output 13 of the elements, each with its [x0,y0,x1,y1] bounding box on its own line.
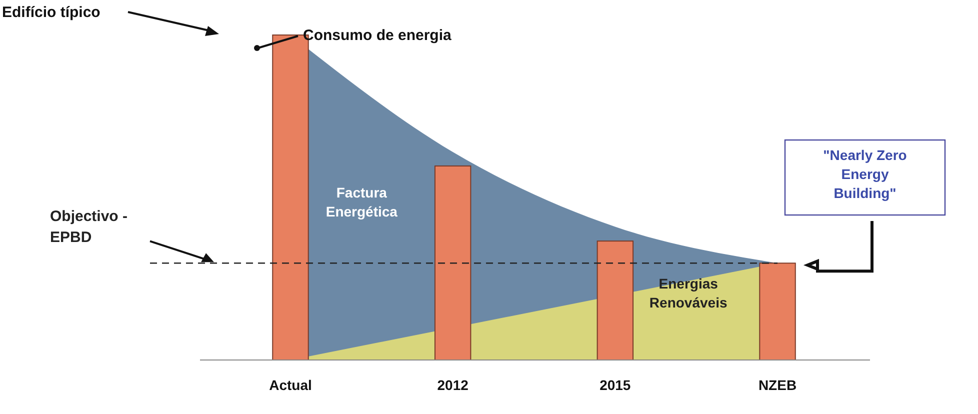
annotation: "Nearly Zero Energy Building" [823,147,907,201]
x-tick-label: NZEB [758,377,797,393]
ref-line-label: Objectivo - EPBD [50,208,128,246]
series-label: Factura Energética [326,184,398,220]
bar [434,165,472,360]
series-label: Energias Renováveis [649,276,728,310]
x-tick-label: 2012 [437,377,469,393]
x-tick-label: 2015 [600,377,631,393]
bar [759,262,796,360]
annotation: Consumo de energia [303,27,452,44]
bar [596,240,634,360]
text: Edifício típico [2,4,100,21]
x-tick-label: Actual [269,377,312,393]
